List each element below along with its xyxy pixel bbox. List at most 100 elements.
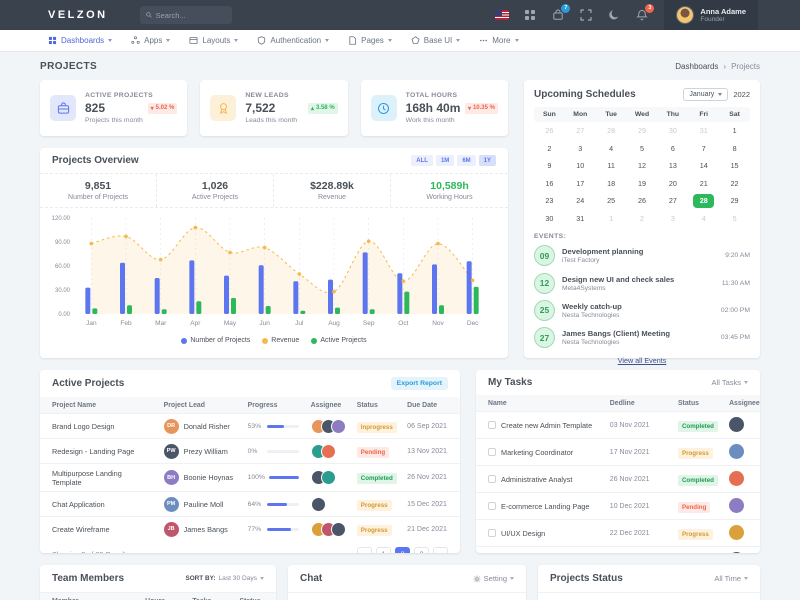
menu-item-label: Apps xyxy=(144,36,163,45)
pagination-prev[interactable]: ← xyxy=(357,547,372,553)
chat-settings-dropdown[interactable]: Setting xyxy=(473,574,514,583)
tasks-filter-dropdown[interactable]: All Tasks xyxy=(712,378,748,387)
calendar-day[interactable]: 3 xyxy=(670,213,675,223)
legend-dot xyxy=(181,337,188,344)
task-checkbox[interactable] xyxy=(488,502,496,510)
column-header: Assignee xyxy=(304,397,351,414)
calendar-day[interactable]: 7 xyxy=(701,143,706,153)
month-select[interactable]: January xyxy=(683,88,729,101)
calendar-day[interactable]: 27 xyxy=(668,196,677,206)
range-button-1m[interactable]: 1M xyxy=(435,155,455,166)
calendar-day[interactable]: 12 xyxy=(637,161,646,171)
calendar-day[interactable]: 30 xyxy=(668,126,677,136)
task-checkbox[interactable] xyxy=(488,421,496,429)
menu-item-base-ui[interactable]: Base UI xyxy=(411,36,461,45)
calendar-day[interactable]: 21 xyxy=(699,178,708,188)
calendar-day[interactable]: 3 xyxy=(578,143,583,153)
calendar-day[interactable]: 9 xyxy=(547,161,552,171)
calendar-day[interactable]: 16 xyxy=(545,178,554,188)
calendar-day[interactable]: 13 xyxy=(668,161,677,171)
pagination-page-2[interactable]: 2 xyxy=(395,547,410,553)
menu-item-authentication[interactable]: Authentication xyxy=(257,36,330,45)
menu-item-pages[interactable]: Pages xyxy=(348,36,392,45)
legend-dot xyxy=(311,337,318,344)
calendar-day[interactable]: 27 xyxy=(576,126,585,136)
svg-text:60.00: 60.00 xyxy=(55,264,71,270)
calendar-day[interactable]: 30 xyxy=(545,213,554,223)
range-button-all[interactable]: ALL xyxy=(411,155,433,166)
pagination-page-1[interactable]: 1 xyxy=(376,547,391,553)
legend-dot xyxy=(262,337,269,344)
events-list: 09 Development planning iTest Factory 9:20 … xyxy=(534,242,750,352)
stat-sublabel: Work this month xyxy=(405,117,455,124)
calendar-day[interactable]: 22 xyxy=(730,178,739,188)
range-button-6m[interactable]: 6M xyxy=(457,155,476,166)
avatar xyxy=(320,470,336,485)
calendar-day[interactable]: 23 xyxy=(545,196,554,206)
calendar-day[interactable]: 1 xyxy=(732,126,737,136)
calendar-day[interactable]: 29 xyxy=(730,196,739,206)
calendar-day[interactable]: 1 xyxy=(609,213,614,223)
event-item: 09 Development planning iTest Factory 9:20 … xyxy=(534,242,750,269)
table-row: UI/UX Design 22 Dec 2021 Progress xyxy=(476,519,760,547)
task-checkbox[interactable] xyxy=(488,448,496,456)
menu-item-more[interactable]: More xyxy=(479,36,519,45)
apps-grid-icon[interactable] xyxy=(523,8,537,22)
calendar-day[interactable]: 4 xyxy=(609,143,614,153)
calendar-day[interactable]: 17 xyxy=(576,178,585,188)
breadcrumb-dashboards[interactable]: Dashboards xyxy=(675,61,719,71)
user-profile-menu[interactable]: Anna Adame Founder xyxy=(664,0,758,30)
menu-item-layouts[interactable]: Layouts xyxy=(189,36,239,45)
notifications-bell-icon[interactable]: 3 xyxy=(635,4,655,22)
stat-card-total-hours: TOTAL HOURS 168h 40m ▾ 10.35 % Work this … xyxy=(360,80,508,136)
avatar xyxy=(729,497,745,513)
calendar-day[interactable]: 8 xyxy=(732,143,737,153)
menu-item-dashboards[interactable]: Dashboards xyxy=(48,36,113,45)
stat-value: 825 xyxy=(85,101,106,115)
calendar-day[interactable]: 5 xyxy=(639,143,644,153)
task-checkbox[interactable] xyxy=(488,529,496,537)
task-checkbox[interactable] xyxy=(488,475,496,483)
upcoming-schedules-title: Upcoming Schedules xyxy=(534,89,636,100)
calendar-day[interactable]: 2 xyxy=(639,213,644,223)
calendar-day[interactable]: 19 xyxy=(637,178,646,188)
calendar-day[interactable]: 29 xyxy=(637,126,646,136)
calendar-day[interactable]: 6 xyxy=(670,143,675,153)
calendar-day[interactable]: 26 xyxy=(545,126,554,136)
app-logo[interactable]: VELZON xyxy=(48,9,108,21)
calendar-day[interactable]: 24 xyxy=(576,196,585,206)
calendar-day[interactable]: 26 xyxy=(637,196,646,206)
export-report-button[interactable]: Export Report xyxy=(390,377,448,390)
calendar-day[interactable]: 18 xyxy=(607,178,616,188)
calendar-day[interactable]: 2 xyxy=(547,143,552,153)
calendar-day[interactable]: 15 xyxy=(730,161,739,171)
calendar-day[interactable]: 25 xyxy=(607,196,616,206)
fullscreen-icon[interactable] xyxy=(579,8,593,22)
search-input[interactable] xyxy=(155,10,226,20)
menu-item-apps[interactable]: Apps xyxy=(131,36,171,45)
dark-mode-moon-icon[interactable] xyxy=(607,8,621,22)
calendar-day[interactable]: 10 xyxy=(576,161,585,171)
calendar-day[interactable]: 4 xyxy=(701,213,706,223)
calendar-day[interactable]: 14 xyxy=(699,161,708,171)
calendar-day[interactable]: 28 xyxy=(607,126,616,136)
column-header: Status xyxy=(350,397,402,414)
sort-by-dropdown[interactable]: SORT BY: Last 30 Days xyxy=(185,575,264,582)
calendar-day[interactable]: 31 xyxy=(576,213,585,223)
event-company: Nesta Technologies xyxy=(562,339,620,347)
calendar-day[interactable]: 11 xyxy=(607,161,615,171)
calendar-day[interactable]: 5 xyxy=(732,213,737,223)
view-all-events-link[interactable]: View all Events xyxy=(617,355,667,365)
pagination-next[interactable]: → xyxy=(433,547,448,553)
language-flag-icon[interactable] xyxy=(495,10,510,20)
search-icon xyxy=(145,12,152,18)
search-box[interactable] xyxy=(139,6,232,24)
calendar-day[interactable]: 31 xyxy=(699,126,708,136)
calendar-day[interactable]: 20 xyxy=(668,178,677,188)
calendar-day-selected[interactable]: 28 xyxy=(688,192,719,210)
pagination-page-3[interactable]: 3 xyxy=(414,547,429,553)
range-button-1y[interactable]: 1Y xyxy=(478,155,496,166)
upcoming-schedules-card: Upcoming Schedules January 2022 Sun Mon Tu… xyxy=(524,80,760,365)
time-filter-dropdown[interactable]: All Time xyxy=(714,574,748,583)
cart-icon[interactable]: 7 xyxy=(551,4,571,22)
